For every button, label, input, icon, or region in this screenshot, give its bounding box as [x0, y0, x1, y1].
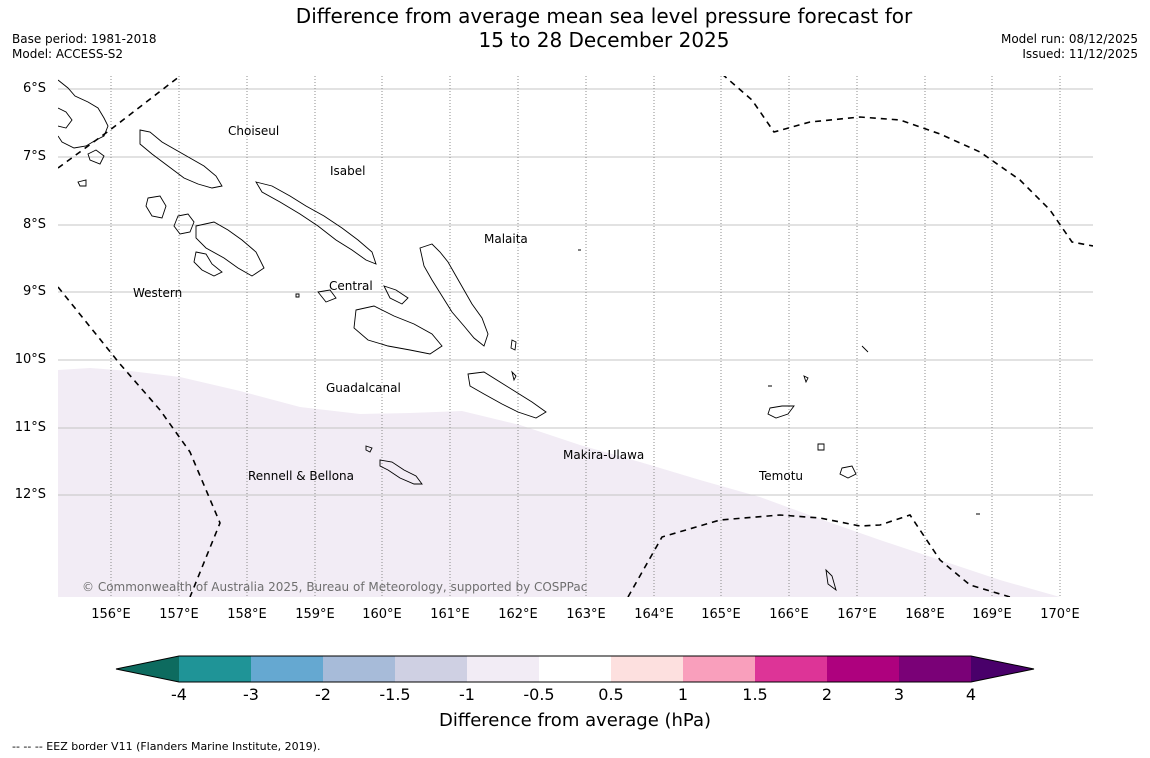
colorbar-tick-1: 1: [677, 685, 689, 704]
eez-border-northwest: [58, 76, 181, 169]
latitude-gridlines: [58, 88, 1093, 496]
rendova-coast: [193, 251, 223, 277]
lon-label-168e: 168°E: [905, 607, 945, 622]
title-line-1: Difference from average mean sea level p…: [295, 4, 913, 28]
eez-border-south: [627, 514, 1011, 597]
colorbar-tick-minus-1-5: -1.5: [379, 685, 411, 704]
colorbar-tick-4: 4: [965, 685, 977, 704]
lon-label-167e: 167°E: [837, 607, 877, 622]
issued-date: Issued: 11/12/2025: [1022, 47, 1138, 61]
model-name: Model: ACCESS-S2: [12, 47, 124, 61]
colorbar-tick-2: 2: [821, 685, 833, 704]
lat-label-8s: 8°S: [22, 217, 46, 232]
region-label-western: Western: [133, 286, 183, 300]
lon-label-163e: 163°E: [566, 607, 606, 622]
meta-left: Base period: 1981-2018 Model: ACCESS-S2: [12, 32, 157, 62]
lat-label-11s: 11°S: [14, 420, 46, 435]
colorbar-segment-minus-4-to-minus-3: [179, 656, 251, 682]
colorbar-segment-1-5-to-2: [755, 656, 827, 682]
temotu-coast: [767, 345, 980, 592]
guadalcanal-coast: [353, 305, 443, 355]
lon-label-166e: 166°E: [769, 607, 809, 622]
small-islands-central: [295, 249, 581, 382]
colorbar-outline: [115, 655, 1035, 683]
eez-border-northeast: [723, 76, 1093, 247]
coastlines: [58, 79, 980, 592]
model-run: Model run: 08/12/2025: [1000, 32, 1138, 46]
region-label-malaita: Malaita: [484, 232, 528, 246]
colorbar-segment-3-to-4: [899, 656, 971, 682]
colorbar-segment-minus-1-5-to-minus-1: [395, 656, 467, 682]
base-period: Base period: 1981-2018: [12, 32, 157, 46]
lon-label-170e: 170°E: [1040, 607, 1080, 622]
malaita-coast: [419, 243, 489, 347]
lon-label-169e: 169°E: [972, 607, 1012, 622]
region-label-choiseul: Choiseul: [228, 124, 280, 138]
lat-label-9s: 9°S: [22, 284, 46, 299]
lat-label-10s: 10°S: [14, 352, 46, 367]
choiseul-coast: [139, 129, 223, 189]
title-line-2: 15 to 28 December 2025: [478, 28, 730, 52]
lon-label-165e: 165°E: [701, 607, 741, 622]
map: [58, 76, 1093, 597]
colorbar-segment-above-4: [971, 656, 1034, 682]
colorbar-segment-0-5-to-1: [611, 656, 683, 682]
colorbar-tick-1-5: 1.5: [742, 685, 768, 704]
region-label-rennell-bellona: Rennell & Bellona: [248, 469, 355, 483]
shortland-island-coast: [77, 179, 87, 187]
russell-islands-coast: [317, 285, 409, 305]
colorbar-tick-minus-4: -4: [171, 685, 187, 704]
bougainville-coast: [58, 79, 109, 149]
lon-label-161e: 161°E: [430, 607, 470, 622]
lon-label-164e: 164°E: [634, 607, 674, 622]
colorbar-tick-minus-2: -2: [315, 685, 331, 704]
new-georgia-coast: [173, 213, 265, 277]
region-label-central: Central: [329, 279, 373, 293]
colorbar-segment-minus-1-to-minus-0-5: [467, 656, 539, 682]
lat-label-6s: 6°S: [22, 81, 46, 96]
lon-label-156e: 156°E: [91, 607, 131, 622]
colorbar-title: Difference from average (hPa): [438, 710, 712, 731]
region-label-makira-ulawa: Makira-Ulawa: [563, 448, 645, 462]
lon-label-162e: 162°E: [498, 607, 538, 622]
isabel-coast: [255, 181, 377, 265]
lat-label-7s: 7°S: [22, 149, 46, 164]
eez-border-southwest: [58, 286, 221, 597]
colorbar-segment-minus-3-to-minus-2: [251, 656, 323, 682]
negative-anomaly-area: [58, 368, 1060, 597]
region-label-guadalcanal: Guadalcanal: [326, 381, 401, 395]
bougainville-south-coast: [87, 149, 105, 165]
colorbar-segment-below-minus-4: [116, 656, 179, 682]
eez-source-note: -- -- -- EEZ border V11 (Flanders Marine…: [12, 740, 321, 753]
colorbar-tick-minus-3: -3: [243, 685, 259, 704]
colorbar-segment-1-to-1-5: [683, 656, 755, 682]
colorbar-segment-minus-2-to-minus-1-5: [323, 656, 395, 682]
colorbar-tick-minus-0-5: -0.5: [523, 685, 555, 704]
lon-label-157e: 157°E: [159, 607, 199, 622]
copyright-notice: © Commonwealth of Australia 2025, Bureau…: [82, 580, 588, 594]
lon-label-158e: 158°E: [227, 607, 267, 622]
chart-title: Difference from average mean sea level p…: [0, 4, 1150, 52]
colorbar-segment-2-to-3: [827, 656, 899, 682]
lat-label-12s: 12°S: [14, 487, 46, 502]
makira-coast: [467, 371, 547, 419]
lon-label-159e: 159°E: [295, 607, 335, 622]
colorbar-tick-3: 3: [893, 685, 905, 704]
lon-label-160e: 160°E: [362, 607, 402, 622]
rennell-bellona-coast: [365, 445, 423, 485]
region-label-temotu: Temotu: [759, 469, 804, 483]
colorbar-tick-minus-1: -1: [459, 685, 475, 704]
eez-borders: [58, 76, 1093, 597]
meta-right: Model run: 08/12/2025 Issued: 11/12/2025: [1001, 32, 1138, 62]
colorbar: [115, 655, 1035, 683]
colorbar-tick-0-5: 0.5: [598, 685, 624, 704]
region-label-isabel: Isabel: [330, 164, 366, 178]
vella-lavella-coast: [145, 195, 167, 219]
colorbar-segment-neutral: [539, 656, 611, 682]
